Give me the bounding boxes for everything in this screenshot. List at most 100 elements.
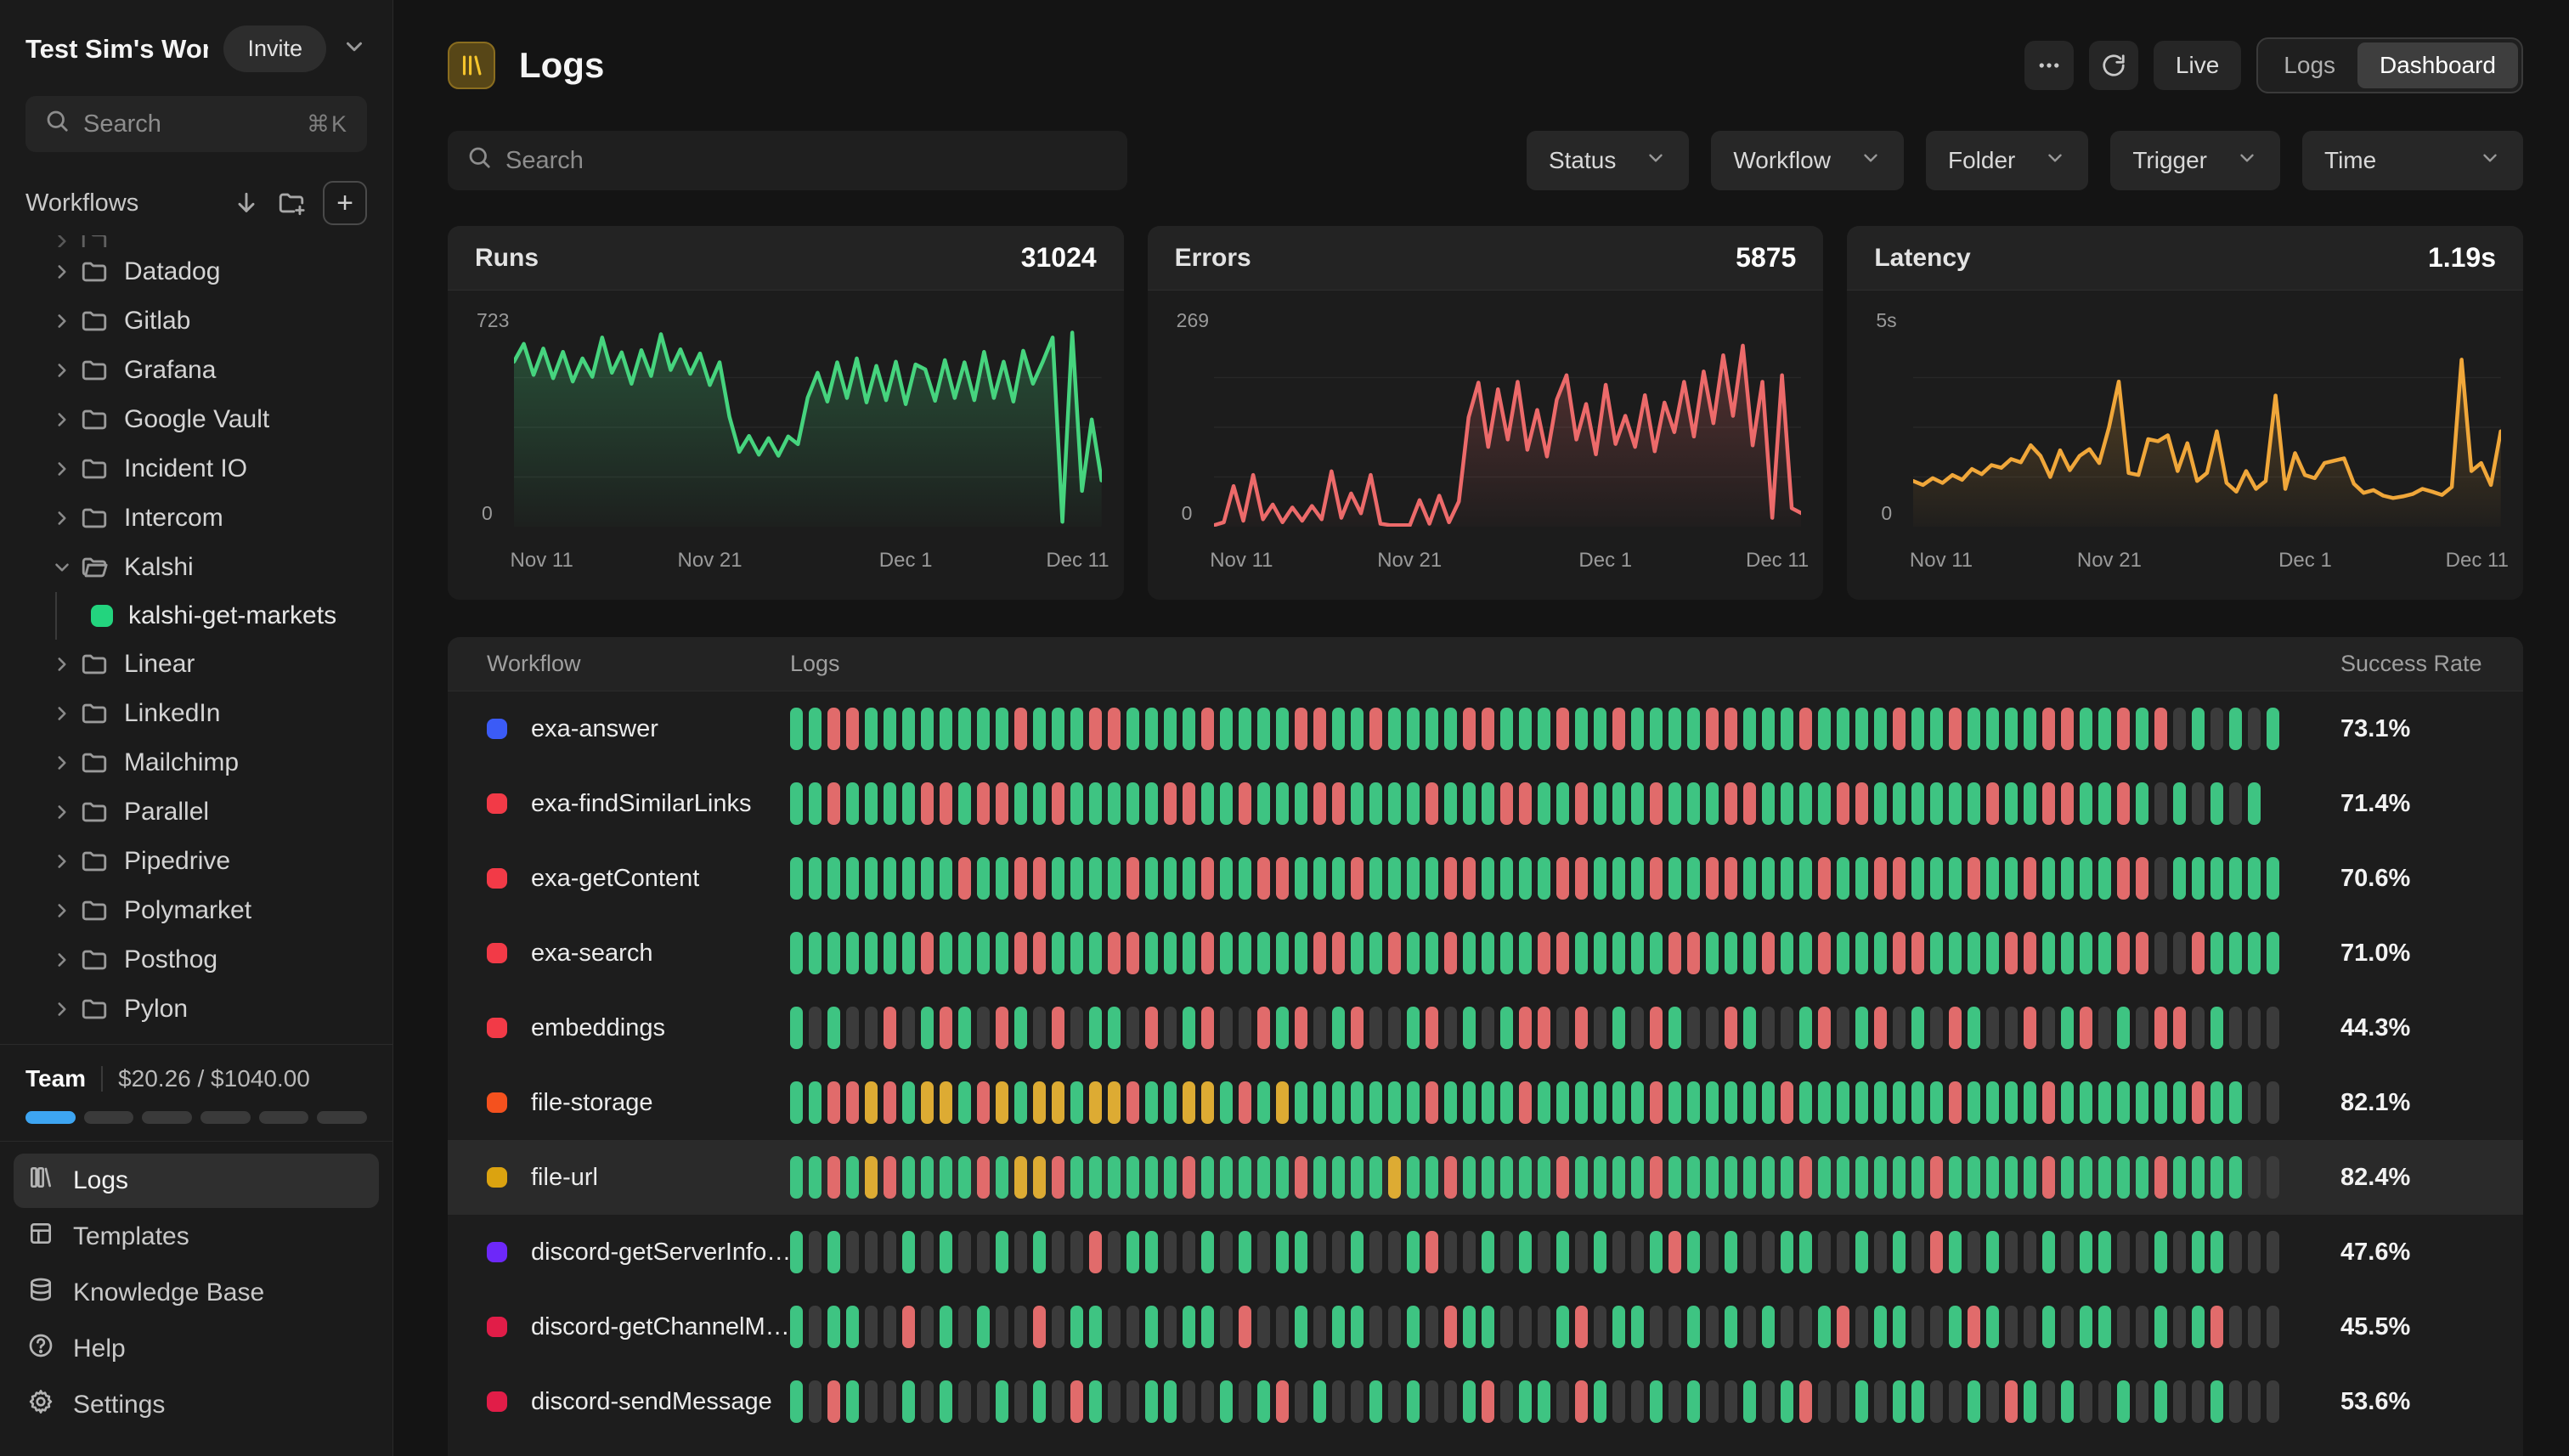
sidebar-item-posthog[interactable]: Posthog — [0, 935, 392, 985]
log-pill[interactable] — [1426, 1306, 1438, 1348]
log-pill[interactable] — [1482, 1007, 1494, 1049]
log-pill[interactable] — [1911, 1380, 1924, 1423]
table-row[interactable]: file-storage 82.1% — [448, 1065, 2523, 1140]
log-pill[interactable] — [1313, 1156, 1326, 1199]
log-pill[interactable] — [1687, 1231, 1700, 1273]
log-pill[interactable] — [1893, 1380, 1906, 1423]
log-pill[interactable] — [921, 782, 934, 825]
log-pill[interactable] — [1351, 1306, 1364, 1348]
log-pill[interactable] — [846, 1380, 859, 1423]
log-pill[interactable] — [1687, 1156, 1700, 1199]
log-pill[interactable] — [1706, 708, 1719, 750]
log-pill[interactable] — [1033, 1007, 1046, 1049]
log-pill[interactable] — [2136, 1306, 2148, 1348]
log-pill[interactable] — [1706, 932, 1719, 974]
log-pill[interactable] — [2173, 1081, 2186, 1124]
log-pill[interactable] — [1351, 932, 1364, 974]
log-pill[interactable] — [958, 1380, 971, 1423]
more-options-button[interactable] — [2024, 41, 2074, 90]
log-pill[interactable] — [1893, 782, 1906, 825]
log-pill[interactable] — [1444, 1007, 1457, 1049]
log-pill[interactable] — [1743, 932, 1756, 974]
log-pill[interactable] — [1706, 782, 1719, 825]
log-pill[interactable] — [1631, 1306, 1644, 1348]
log-pill[interactable] — [2154, 1156, 2167, 1199]
log-pill[interactable] — [921, 1306, 934, 1348]
log-pill[interactable] — [1930, 708, 1943, 750]
log-pill[interactable] — [2267, 1231, 2279, 1273]
log-pill[interactable] — [1500, 857, 1513, 900]
log-pill[interactable] — [1276, 708, 1289, 750]
log-pill[interactable] — [2080, 1380, 2092, 1423]
log-pill[interactable] — [1762, 932, 1775, 974]
log-pill[interactable] — [2042, 1306, 2055, 1348]
log-pill[interactable] — [809, 782, 822, 825]
log-pill[interactable] — [977, 1231, 990, 1273]
log-pill[interactable] — [902, 932, 915, 974]
log-pill[interactable] — [1594, 1380, 1606, 1423]
workspace-chevron-down-icon[interactable] — [342, 34, 367, 64]
log-pill[interactable] — [1837, 1231, 1849, 1273]
log-pill[interactable] — [2154, 1081, 2167, 1124]
log-pill[interactable] — [1762, 782, 1775, 825]
log-pill[interactable] — [2117, 932, 2130, 974]
log-pill[interactable] — [2154, 932, 2167, 974]
log-pill[interactable] — [1369, 1156, 1382, 1199]
log-pill[interactable] — [2024, 1007, 2036, 1049]
log-pill[interactable] — [1594, 1231, 1606, 1273]
log-pill[interactable] — [884, 1156, 896, 1199]
log-pill[interactable] — [1145, 708, 1158, 750]
filter-folder[interactable]: Folder — [1925, 131, 2089, 190]
log-pill[interactable] — [1108, 1081, 1121, 1124]
log-pill[interactable] — [1762, 1007, 1775, 1049]
log-pill[interactable] — [1911, 782, 1924, 825]
log-pill[interactable] — [1033, 1306, 1046, 1348]
log-pill[interactable] — [1276, 1007, 1289, 1049]
add-workflow-button[interactable]: + — [323, 181, 367, 225]
log-pill[interactable] — [1444, 708, 1457, 750]
log-pill[interactable] — [1164, 1156, 1177, 1199]
log-pill[interactable] — [2192, 1156, 2205, 1199]
log-pill[interactable] — [1426, 1156, 1438, 1199]
log-pill[interactable] — [1145, 1081, 1158, 1124]
log-pill[interactable] — [1893, 932, 1906, 974]
sidebar-item-polymarket[interactable]: Polymarket — [0, 886, 392, 935]
log-pill[interactable] — [2210, 1306, 2223, 1348]
log-pill[interactable] — [958, 1007, 971, 1049]
log-pill[interactable] — [1482, 932, 1494, 974]
log-pill[interactable] — [1407, 1156, 1420, 1199]
log-pill[interactable] — [977, 782, 990, 825]
log-pill[interactable] — [1781, 1380, 1793, 1423]
log-pill[interactable] — [2024, 1380, 2036, 1423]
log-pill[interactable] — [2229, 708, 2242, 750]
log-pill[interactable] — [1482, 857, 1494, 900]
log-pill[interactable] — [1799, 1380, 1812, 1423]
log-pill[interactable] — [1612, 857, 1625, 900]
log-pill[interactable] — [1911, 1081, 1924, 1124]
log-pill[interactable] — [1575, 932, 1588, 974]
log-pill[interactable] — [1706, 1306, 1719, 1348]
log-pill[interactable] — [1855, 782, 1868, 825]
log-pill[interactable] — [1725, 857, 1737, 900]
log-pill[interactable] — [809, 1156, 822, 1199]
log-pill[interactable] — [1351, 857, 1364, 900]
log-pill[interactable] — [1725, 708, 1737, 750]
log-pill[interactable] — [1556, 857, 1569, 900]
log-pill[interactable] — [1388, 857, 1401, 900]
log-pill[interactable] — [1369, 857, 1382, 900]
log-pill[interactable] — [2210, 1380, 2223, 1423]
log-pill[interactable] — [1257, 1007, 1270, 1049]
log-pill[interactable] — [846, 1007, 859, 1049]
log-pill[interactable] — [1295, 1156, 1307, 1199]
log-pill[interactable] — [1313, 1306, 1326, 1348]
log-pill[interactable] — [1276, 1306, 1289, 1348]
log-pill[interactable] — [1257, 932, 1270, 974]
sidebar-item-pylon[interactable]: Pylon — [0, 985, 392, 1034]
log-pill[interactable] — [902, 1231, 915, 1273]
log-pill[interactable] — [846, 708, 859, 750]
log-pill[interactable] — [1594, 932, 1606, 974]
log-pill[interactable] — [1444, 1306, 1457, 1348]
log-pill[interactable] — [1650, 708, 1663, 750]
log-pill[interactable] — [2229, 1380, 2242, 1423]
log-pill[interactable] — [1183, 708, 1195, 750]
